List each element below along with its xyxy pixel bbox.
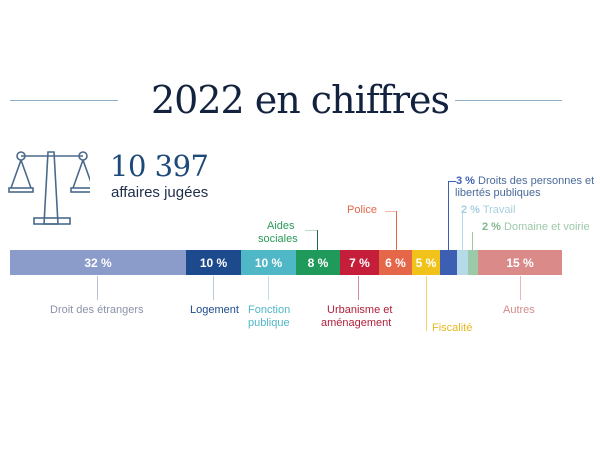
leader-line: [268, 276, 269, 300]
label-fonction-publique-2: publique: [248, 317, 290, 329]
leader-line: [472, 232, 473, 250]
label-autres: Autres: [503, 304, 535, 316]
label-travail: 2 % Travail: [461, 204, 516, 216]
leader-line: [358, 276, 359, 300]
leader-hline: [385, 211, 396, 212]
segment-travail: [457, 250, 468, 275]
label-droits-personnes-1: 3 % Droits des personnes et: [456, 175, 595, 187]
leader-line: [426, 276, 427, 331]
label-domaine-voirie: 2 % Domaine et voirie: [482, 221, 590, 233]
scales-of-justice-icon: [8, 151, 90, 225]
title-rule-left: [10, 100, 118, 101]
pct-domaine: 2 %: [482, 221, 501, 233]
segment-fonction-publique: 10 %: [241, 250, 296, 275]
segment-logement: 10 %: [186, 250, 241, 275]
label-logement: Logement: [190, 304, 239, 316]
label-police: Police: [347, 204, 377, 216]
page-title: 2022 en chiffres: [150, 78, 450, 122]
leader-line: [213, 276, 214, 300]
label-urbanisme-1: Urbanisme et: [327, 304, 393, 316]
leader-line: [97, 276, 98, 300]
segment-droit-etrangers: 32 %: [10, 250, 186, 275]
label-fiscalite: Fiscalité: [432, 322, 473, 334]
label-fonction-publique-1: Fonction: [248, 304, 291, 316]
leader-line: [317, 230, 318, 250]
total-cases-label: affaires jugées: [111, 184, 209, 201]
leader-hline: [305, 230, 317, 231]
leader-line: [520, 276, 521, 300]
segment-urbanisme: 7 %: [340, 250, 379, 275]
stacked-bar: 32 % 10 % 10 % 8 % 7 % 6 % 5 % 15 %: [10, 250, 562, 275]
title-rule-right: [455, 100, 562, 101]
leader-line: [462, 212, 463, 250]
label-urbanisme-2: aménagement: [321, 317, 392, 329]
label-droit-etrangers: Droit des étrangers: [50, 304, 144, 316]
segment-droits-personnes: [440, 250, 457, 275]
leader-line: [396, 211, 397, 250]
label-aides-sociales-2: sociales: [258, 233, 298, 245]
segment-domaine: [468, 250, 478, 275]
segment-police: 6 %: [379, 250, 412, 275]
segment-autres: 15 %: [478, 250, 562, 275]
pct-droits-personnes: 3 %: [456, 175, 475, 187]
total-cases-number: 10 397: [110, 149, 209, 183]
label-aides-sociales-1: Aides: [267, 220, 295, 232]
leader-hline: [448, 181, 456, 182]
label-droits-personnes-2: libertés publiques: [455, 187, 541, 199]
pct-travail: 2 %: [461, 204, 480, 216]
leader-line: [448, 181, 449, 250]
segment-fiscalite: 5 %: [412, 250, 440, 275]
segment-aides-sociales: 8 %: [296, 250, 340, 275]
